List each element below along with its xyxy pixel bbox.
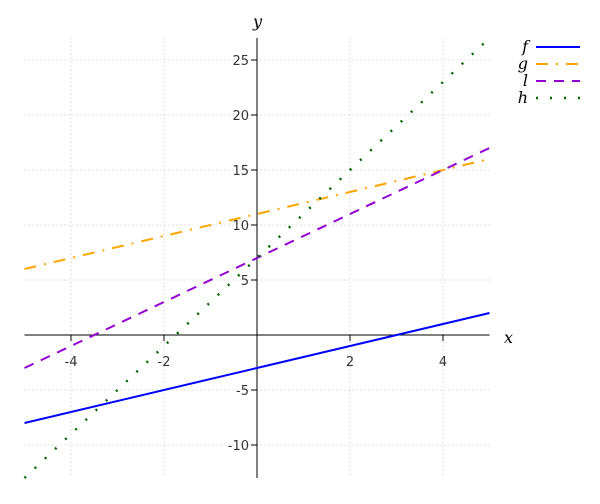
tick-labels: -4 -2 2 4 -10 -5 5 10 15 20 25	[65, 54, 448, 454]
y-tick-label: 10	[232, 219, 249, 234]
series-f-line	[24, 312, 490, 424]
series-lines	[23, 37, 491, 479]
legend-label-h: h	[518, 88, 528, 107]
y-tick-label: 15	[232, 164, 249, 179]
y-axis-label: y	[252, 12, 263, 31]
x-tick-label: 4	[439, 355, 447, 370]
series-l-line	[24, 147, 490, 369]
y-tick-label: -10	[228, 439, 249, 454]
x-tick-label: 2	[346, 355, 354, 370]
legend-label-l: l	[523, 71, 528, 90]
y-tick-label: 20	[232, 109, 249, 124]
y-tick-label: -5	[236, 384, 249, 399]
x-tick-label: -4	[65, 355, 78, 370]
series-h-line	[23, 37, 491, 479]
legend-label-g: g	[518, 54, 528, 73]
series-g-line	[24, 158, 490, 270]
y-tick-label: 25	[232, 54, 249, 69]
x-tick-label: -2	[158, 355, 171, 370]
y-tick-label: 5	[241, 274, 249, 289]
x-axis-label: x	[504, 328, 513, 347]
legend-label-f: f	[521, 37, 531, 56]
